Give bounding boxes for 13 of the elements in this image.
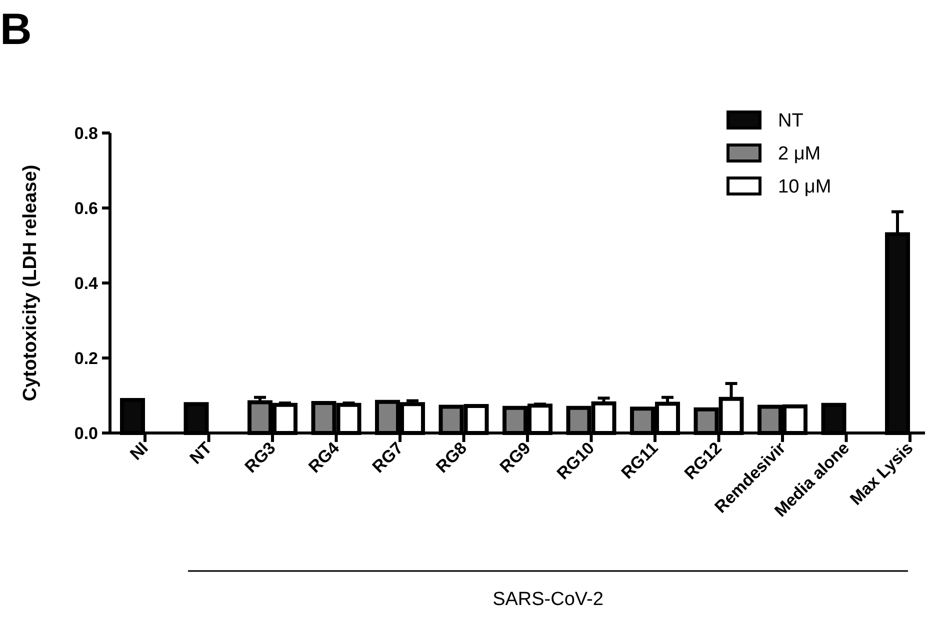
- x-tick-label: NT: [186, 438, 216, 468]
- x-tick-label: NI: [126, 438, 152, 464]
- y-tick-label: 0.0: [74, 424, 98, 443]
- legend-label: 10 μM: [778, 176, 832, 198]
- y-tick-label: 0.8: [74, 124, 98, 143]
- y-axis-title: Cytotoxicity (LDH release): [20, 164, 41, 402]
- y-tick-label: 0.6: [74, 198, 98, 218]
- legend-label: NT: [778, 110, 804, 132]
- y-tick-label: 0.2: [74, 348, 98, 368]
- chart-title: B: [0, 5, 32, 54]
- legend-label: 2 μM: [778, 144, 821, 165]
- y-tick-label: 0.4: [74, 274, 99, 293]
- text: SARS-CoV-2: [492, 589, 604, 610]
